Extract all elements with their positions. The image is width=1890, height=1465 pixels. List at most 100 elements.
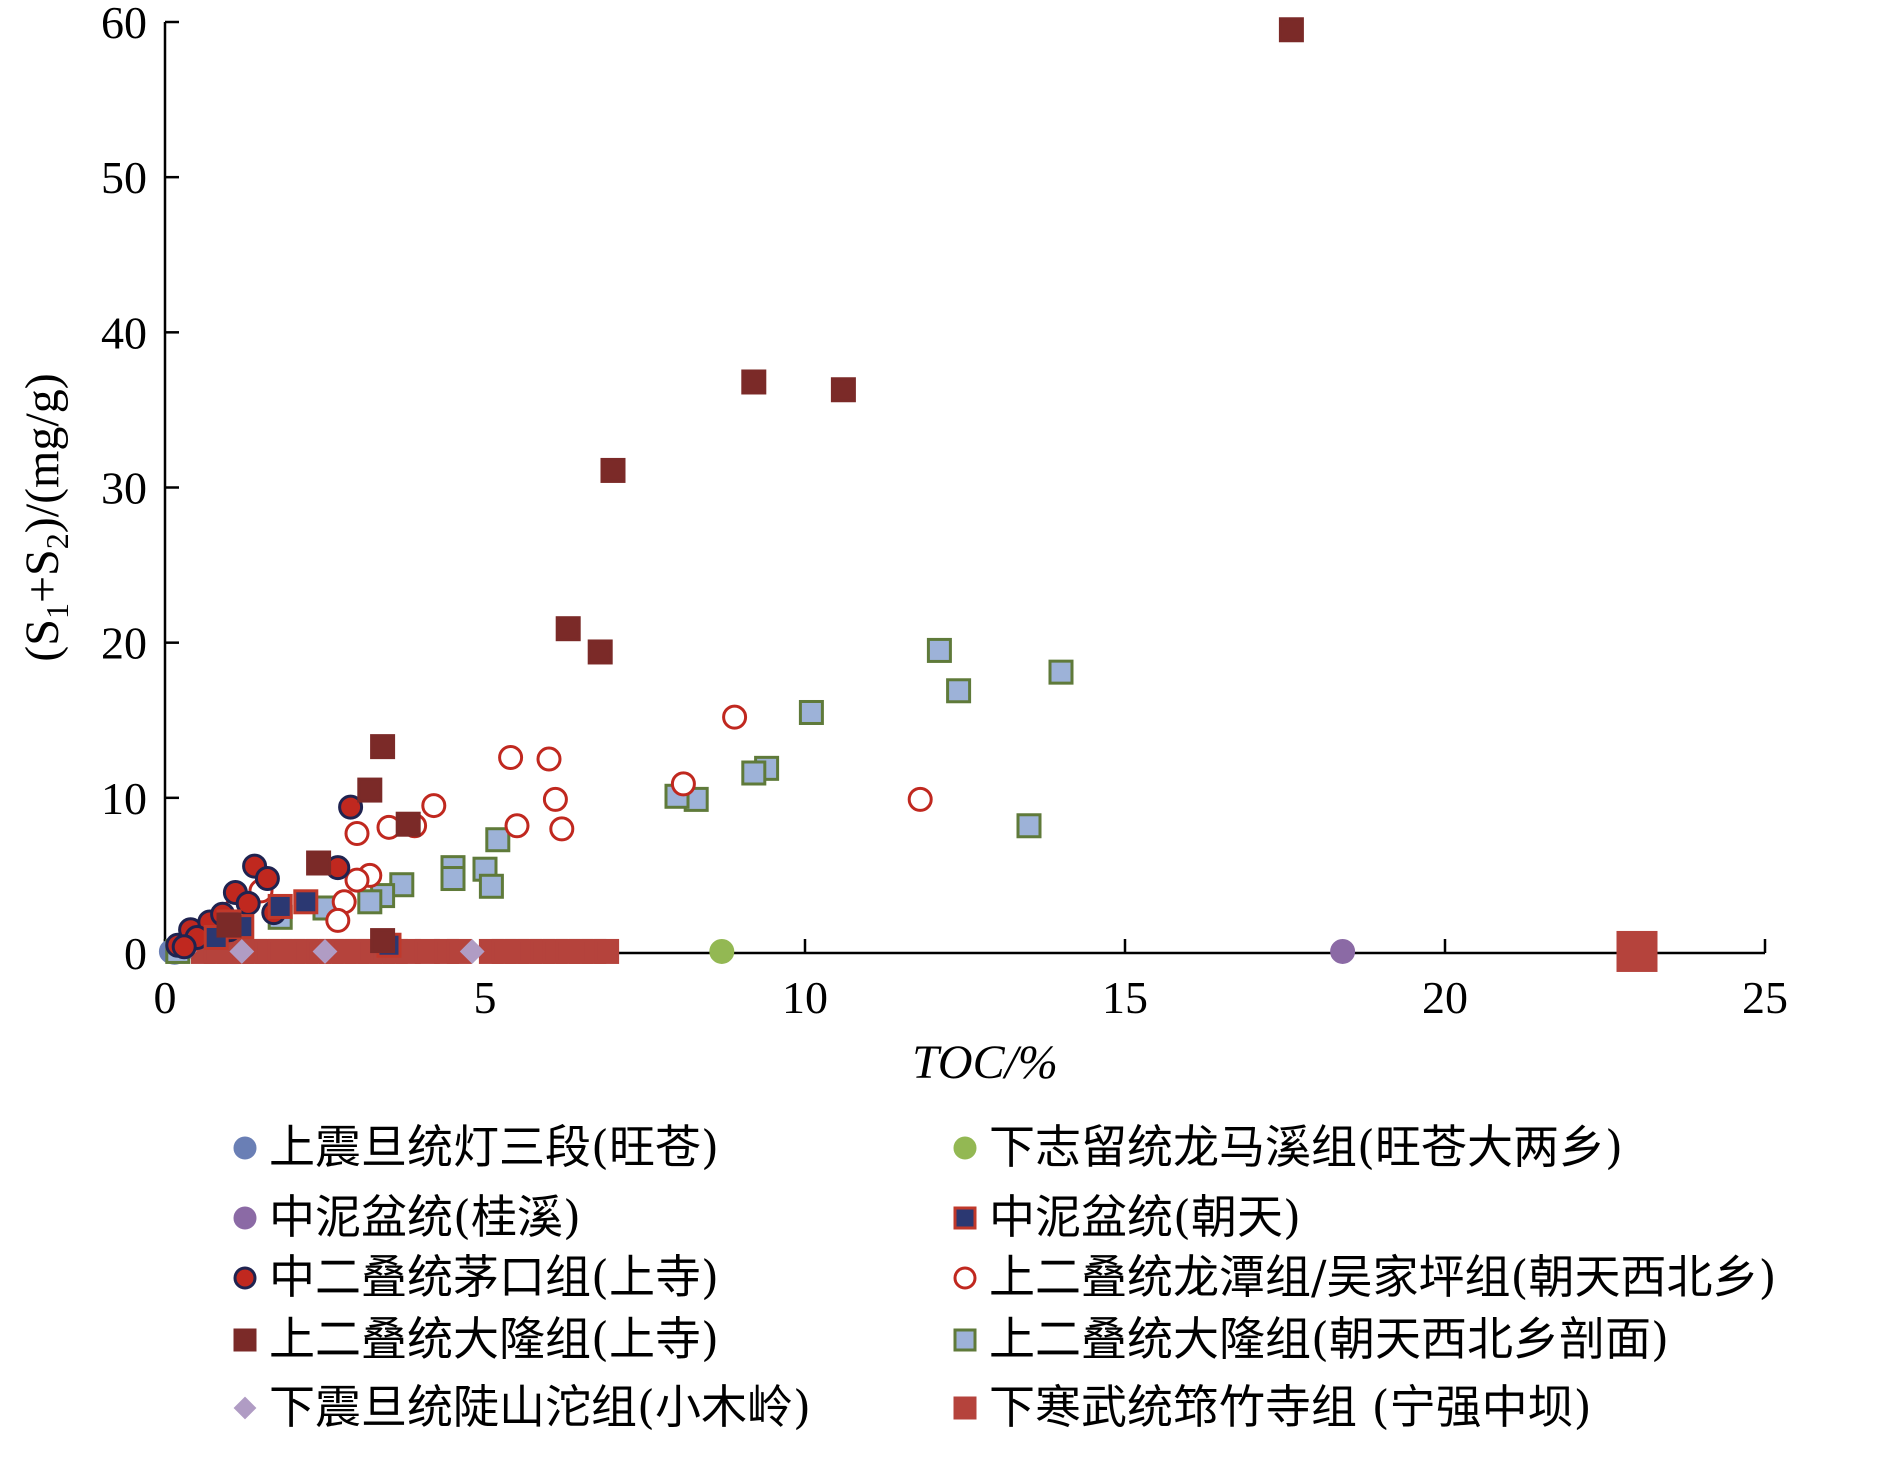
data-point (357, 889, 383, 915)
data-point (478, 873, 504, 899)
x-tick-label: 5 (474, 972, 497, 1023)
data-point (498, 744, 524, 770)
data-point (587, 639, 613, 665)
legend-item: 上二叠统大隆组(上寺) (233, 1312, 719, 1366)
data-point (504, 813, 530, 839)
legend-label: 中泥盆统(桂溪) (269, 1190, 581, 1244)
legend-marker (233, 1266, 257, 1290)
data-point (1048, 659, 1074, 685)
legend-marker (233, 1136, 257, 1160)
y-tick-label: 40 (101, 307, 147, 358)
data-point (1330, 938, 1356, 964)
legend-marker (953, 1266, 977, 1290)
legend-item: 上二叠统龙潭组/吴家坪组(朝天西北乡) (953, 1250, 1776, 1304)
x-tick-label: 25 (1742, 972, 1788, 1023)
x-axis-title: TOC/% (912, 1036, 1058, 1089)
series-4 (165, 794, 364, 960)
data-point (357, 777, 383, 803)
y-tick-label: 50 (101, 152, 147, 203)
data-point (741, 369, 767, 395)
data-point (709, 938, 735, 964)
data-point (594, 938, 620, 964)
data-point (459, 939, 485, 964)
y-tick-label: 10 (101, 773, 147, 824)
data-point (536, 746, 562, 772)
data-point (229, 939, 255, 964)
legend-item: 中二叠统茅口组(上寺) (233, 1250, 719, 1304)
data-point (549, 816, 575, 842)
data-point (542, 786, 568, 812)
data-point (741, 760, 767, 786)
legend-marker (953, 1136, 977, 1160)
axes: 0 5 10 15 20 25 0 10 20 30 40 50 60 TOC/% (S1+S2)/(mg/… (16, 0, 1788, 1089)
legend-label: 上震旦统灯三段(旺苍) (269, 1120, 719, 1174)
data-point (946, 678, 972, 704)
series-7 (165, 637, 1074, 964)
data-point (370, 928, 396, 954)
legend-marker (953, 1206, 977, 1230)
x-tick-label: 10 (782, 972, 828, 1023)
data-point (440, 866, 466, 892)
legend-label: 上二叠统大隆组(朝天西北乡剖面) (989, 1312, 1669, 1366)
data-point (485, 827, 511, 853)
data-point (1616, 930, 1658, 972)
data-point (670, 771, 696, 797)
series-9 (190, 930, 1658, 972)
y-tick-label: 0 (124, 928, 147, 979)
data-point (926, 637, 952, 663)
data-point (555, 616, 581, 642)
y-tick-label: 60 (101, 0, 147, 48)
data-point (907, 786, 933, 812)
series-1 (709, 938, 735, 964)
data-marks (158, 17, 1658, 972)
legend-item: 中泥盆统(朝天) (953, 1190, 1301, 1244)
legend-item: 上震旦统灯三段(旺苍) (233, 1120, 719, 1174)
legend-item: 中泥盆统(桂溪) (233, 1190, 581, 1244)
data-point (421, 793, 447, 819)
series-6 (216, 17, 1304, 954)
data-point (338, 794, 364, 820)
data-point (1016, 813, 1042, 839)
y-tick-label: 20 (101, 618, 147, 669)
data-point (600, 457, 626, 483)
data-point (395, 811, 421, 837)
data-point (171, 934, 197, 960)
legend-item: 下志留统龙马溪组(旺苍大两乡) (953, 1120, 1623, 1174)
legend-marker (233, 1328, 257, 1352)
legend-item: 上二叠统大隆组(朝天西北乡剖面) (953, 1312, 1669, 1366)
legend-marker (233, 1396, 257, 1420)
data-point (306, 850, 332, 876)
series-2 (1330, 938, 1356, 964)
y-tick-label: 30 (101, 463, 147, 514)
legend-item: 下寒武统筇竹寺组 (宁强中坝) (953, 1380, 1592, 1434)
legend: 上震旦统灯三段(旺苍) 下志留统龙马溪组(旺苍大两乡) 中泥盆统(桂溪) 中泥盆统(朝… (233, 1120, 1776, 1434)
legend-marker (233, 1206, 257, 1230)
data-point (722, 704, 748, 730)
data-point (293, 889, 319, 915)
data-point (830, 377, 856, 403)
legend-label: 上二叠统龙潭组/吴家坪组(朝天西北乡) (989, 1250, 1776, 1304)
legend-marker (953, 1396, 977, 1420)
y-axis-title: (S1+S2)/(mg/g) (16, 373, 75, 661)
legend-label: 下志留统龙马溪组(旺苍大两乡) (989, 1120, 1623, 1174)
legend-label: 中泥盆统(朝天) (989, 1190, 1301, 1244)
data-point (370, 734, 396, 760)
legend-label: 下震旦统陡山沱组(小木岭) (269, 1380, 811, 1434)
data-point (216, 912, 242, 938)
x-tick-label: 20 (1422, 972, 1468, 1023)
data-point (1278, 17, 1304, 43)
data-point (267, 893, 293, 919)
data-point (798, 699, 824, 725)
data-point (344, 867, 370, 893)
data-point (344, 821, 370, 847)
legend-label: 下寒武统筇竹寺组 (宁强中坝) (989, 1380, 1592, 1434)
data-point (312, 939, 338, 964)
legend-label: 中二叠统茅口组(上寺) (269, 1250, 719, 1304)
legend-marker (953, 1328, 977, 1352)
x-tick-label: 0 (154, 972, 177, 1023)
data-point (254, 866, 280, 892)
legend-label: 上二叠统大隆组(上寺) (269, 1312, 719, 1366)
data-point (325, 907, 351, 933)
x-tick-label: 15 (1102, 972, 1148, 1023)
